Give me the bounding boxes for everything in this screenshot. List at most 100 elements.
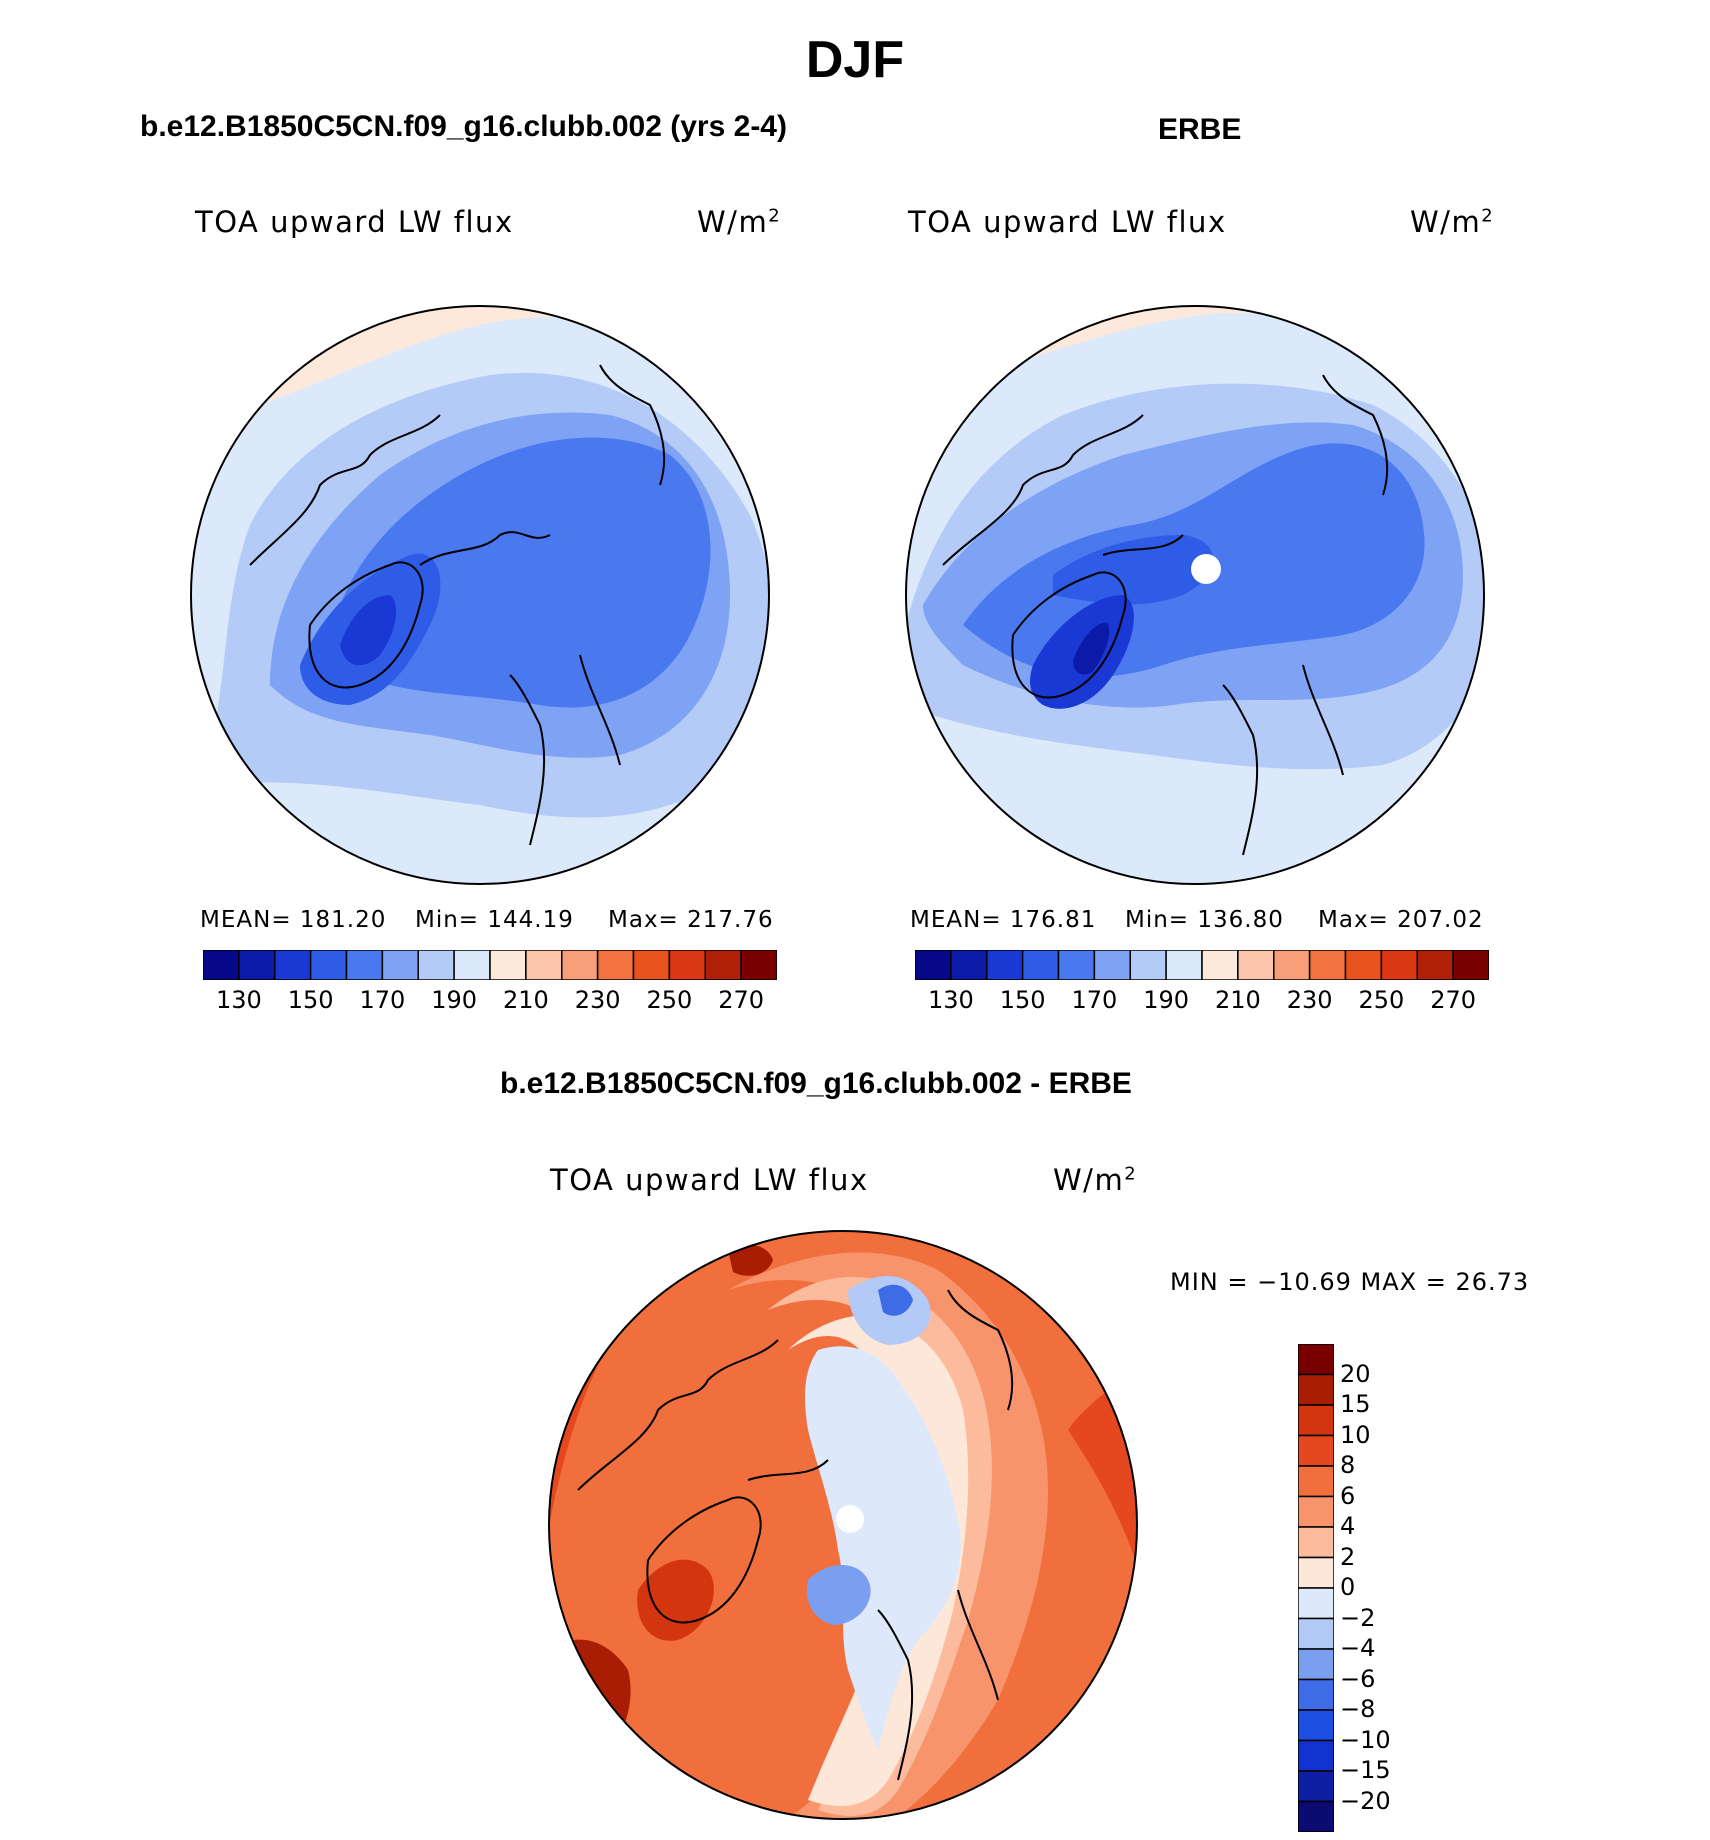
colorbar-tick-label: 170 (359, 986, 406, 1014)
colorbar-tick-label: 250 (646, 986, 693, 1014)
colorbar-tick-label: −10 (1340, 1725, 1391, 1754)
colorbar-tick-label: 270 (1430, 986, 1477, 1014)
colorbar-swatch (345, 950, 384, 980)
panel-model-units: W/m2 (697, 205, 781, 239)
colorbar-swatch (453, 950, 491, 980)
contour-150 (340, 595, 397, 666)
colorbar-tick-label: −2 (1340, 1603, 1376, 1632)
panel-model-colorbar-ticks: 130 150 170 190 210 230 250 270 (203, 986, 777, 1016)
colorbar-swatch (1129, 950, 1167, 980)
units-text: W/m (1053, 1163, 1125, 1197)
colorbar-swatch (1298, 1770, 1334, 1803)
units-exponent: 2 (1481, 205, 1495, 227)
panel-obs-colorbar (915, 950, 1489, 980)
colorbar-tick-label: 2 (1340, 1542, 1356, 1571)
panel-obs-colorbar-ticks: 130 150 170 190 210 230 250 270 (915, 986, 1489, 1016)
figure-title: DJF (805, 31, 905, 89)
colorbar-tick-label: 15 (1340, 1390, 1371, 1418)
panel-diff-title: b.e12.B1850C5CN.f09_g16.clubb.002 - ERBE (500, 1067, 1132, 1100)
colorbar-swatch (274, 950, 312, 980)
panel-diff-colorbar-ticks: 20 15 10 8 6 4 2 0 −2 −4 −6 −8 −10 −15 −20 (1340, 1344, 1420, 1832)
colorbar-swatch (1298, 1373, 1334, 1406)
colorbar-tick-label: −8 (1340, 1695, 1376, 1723)
colorbar-swatch (1298, 1648, 1334, 1681)
colorbar-tick-label: 210 (502, 986, 549, 1014)
colorbar-tick-label: 190 (1143, 986, 1190, 1014)
colorbar-tick-label: 230 (1286, 986, 1333, 1014)
colorbar-swatch (1344, 950, 1383, 980)
colorbar-tick-label: 210 (1214, 986, 1261, 1014)
colorbar-tick-label: 230 (574, 986, 621, 1014)
colorbar-tick-label: 150 (287, 986, 334, 1014)
contour-165 (1053, 535, 1213, 605)
panel-model-colorbar (203, 950, 777, 980)
colorbar-swatch (1416, 950, 1454, 980)
colorbar-tick-label: 6 (1340, 1481, 1356, 1510)
colorbar-tick-label: −15 (1340, 1756, 1391, 1784)
colorbar-tick-label: 0 (1340, 1573, 1356, 1601)
colorbar-swatch (1298, 1344, 1334, 1376)
colorbar-swatch (525, 950, 563, 980)
colorbar-swatch (1201, 950, 1239, 980)
missing-data-pole (836, 1505, 864, 1533)
colorbar-swatch (1298, 1678, 1334, 1711)
colorbar-swatch (1298, 1556, 1334, 1589)
coastlines (249, 344, 701, 846)
units-exponent: 2 (1124, 1163, 1138, 1185)
colorbar-swatch (489, 950, 527, 980)
units-text: W/m (697, 205, 769, 239)
map-boundary (548, 1230, 1138, 1820)
colorbar-tick-label: 8 (1340, 1451, 1356, 1479)
colorbar-swatch (1021, 950, 1060, 980)
panel-model-max: Max= 217.76 (608, 907, 774, 933)
colorbar-swatch (417, 950, 455, 980)
colorbar-swatch (1298, 1617, 1334, 1650)
panel-model-variable-label: TOA upward LW flux (195, 205, 514, 239)
panel-model-mean: MEAN= 181.20 (200, 907, 387, 933)
colorbar-swatch (740, 950, 777, 980)
panel-obs-variable-label: TOA upward LW flux (908, 205, 1227, 239)
colorbar-swatch (915, 950, 952, 980)
panel-obs-mean: MEAN= 176.81 (910, 907, 1097, 933)
colorbar-tick-label: −6 (1340, 1664, 1376, 1693)
panel-obs-map (905, 305, 1485, 885)
contour-20 (549, 1639, 631, 1770)
colorbar-swatch (238, 950, 276, 980)
contour-140 (1073, 622, 1110, 675)
colorbar-tick-label: 170 (1071, 986, 1118, 1014)
colorbar-tick-label: −20 (1340, 1786, 1391, 1815)
colorbar-swatch (1273, 950, 1311, 980)
panel-diff-units: W/m2 (1053, 1163, 1137, 1197)
coastlines (942, 354, 1424, 856)
coastlines (577, 1289, 1014, 1781)
missing-data-pole (1191, 554, 1221, 584)
colorbar-swatch (1298, 1495, 1334, 1528)
panel-obs-units: W/m2 (1410, 205, 1494, 239)
colorbar-swatch (1093, 950, 1131, 980)
panel-model-map (190, 305, 770, 885)
colorbar-swatch (1298, 1800, 1334, 1832)
colorbar-swatch (1298, 1434, 1334, 1467)
map-boundary (905, 305, 1485, 885)
contour-0 (805, 1346, 961, 1750)
panel-obs-min: Min= 136.80 (1125, 907, 1284, 933)
contour-m8 (878, 1284, 913, 1316)
colorbar-tick-label: 10 (1340, 1420, 1371, 1449)
colorbar-tick-label: 130 (927, 986, 974, 1014)
colorbar-swatch (309, 950, 348, 980)
panel-diff-variable-label: TOA upward LW flux (550, 1163, 869, 1197)
contour-m6 (806, 1565, 871, 1625)
colorbar-tick-label: 130 (215, 986, 262, 1014)
colorbar-swatch (1380, 950, 1418, 980)
colorbar-tick-label: 250 (1358, 986, 1405, 1014)
map-boundary (190, 305, 770, 885)
colorbar-tick-label: 4 (1340, 1512, 1356, 1540)
colorbar-tick-label: 150 (999, 986, 1046, 1014)
panel-obs-max: Max= 207.02 (1318, 907, 1484, 933)
colorbar-swatch (1165, 950, 1203, 980)
panel-obs-title: ERBE (1158, 113, 1242, 146)
colorbar-swatch (1452, 950, 1489, 980)
colorbar-tick-label: −4 (1340, 1634, 1376, 1662)
colorbar-swatch (704, 950, 742, 980)
colorbar-swatch (1298, 1404, 1334, 1437)
